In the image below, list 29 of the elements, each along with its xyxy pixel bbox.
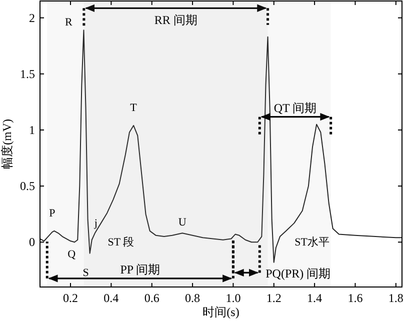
x-tick-label: 0.6 bbox=[144, 291, 160, 305]
x-tick-label: 1.8 bbox=[388, 291, 404, 305]
annotation: ST水平 bbox=[294, 235, 330, 248]
x-tick-label: 1.6 bbox=[348, 291, 363, 305]
band-label: PP 间期 bbox=[120, 262, 160, 276]
annotation: j bbox=[93, 217, 98, 230]
band-label: QT 间期 bbox=[274, 100, 317, 115]
annotation: T bbox=[130, 102, 138, 114]
y-tick-label: 1 bbox=[29, 122, 35, 137]
x-tick-label: 1.4 bbox=[307, 291, 322, 305]
x-tick-label: 1.0 bbox=[226, 291, 241, 305]
annotation: S bbox=[82, 266, 89, 279]
y-tick-label: 2 bbox=[29, 10, 35, 25]
x-axis-title: 时间(s) bbox=[202, 305, 240, 319]
x-tick-label: 1.2 bbox=[266, 291, 282, 305]
annotation: P bbox=[49, 207, 56, 220]
x-tick-label: 0.2 bbox=[63, 291, 78, 305]
annotation: R bbox=[65, 16, 74, 29]
y-tick-label: 0 bbox=[29, 235, 35, 250]
y-tick-label: 0.5 bbox=[20, 179, 35, 194]
annotation: U bbox=[178, 216, 186, 229]
band-label: RR 间期 bbox=[154, 13, 198, 28]
band-label: PQ(PR) 间期 bbox=[266, 266, 331, 281]
annotation: ST 段 bbox=[108, 236, 134, 249]
y-tick-label: 1.5 bbox=[20, 66, 35, 81]
x-tick-label: 0.4 bbox=[104, 291, 119, 305]
x-tick-label: 0.8 bbox=[185, 291, 200, 305]
y-axis-title: 幅度(mV) bbox=[0, 119, 14, 169]
annotation: Q bbox=[68, 248, 76, 261]
